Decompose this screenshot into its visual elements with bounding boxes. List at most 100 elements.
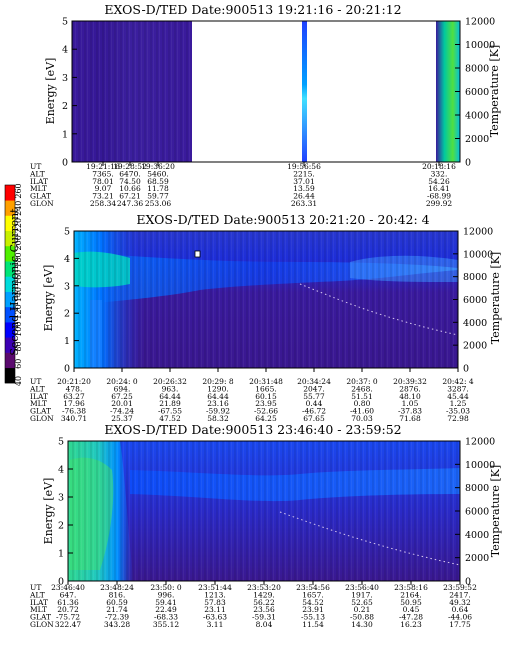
orbit-value: 13.59	[293, 184, 315, 193]
panel-3-plot-area	[67, 440, 461, 582]
colorbar-label: Second Harmonic Current	[8, 208, 21, 356]
orbit-row-label: GLAT	[30, 613, 51, 622]
orbit-value: 1213.	[204, 590, 225, 599]
ytick-label: 5	[62, 17, 68, 28]
colorbar-tick-label: 240	[14, 201, 23, 216]
panel-1: EXOS-D/TED Date:900513 19:21:16 - 20:21:…	[29, 2, 501, 208]
colorbar-tick-label: 140	[14, 287, 23, 302]
ytick-label: 4	[64, 254, 70, 265]
orbit-row-label: ALT	[29, 384, 45, 393]
orbit-value: 20:24: 0	[106, 377, 138, 386]
panel-1-y2ticks: 0 2000 4000 6000 8000 10000 12000	[455, 17, 495, 169]
orbit-value: 23:46:40	[51, 583, 85, 592]
orbit-value: 20:26:32	[153, 377, 187, 386]
orbit-row-label: ALT	[29, 169, 45, 178]
y2tick-label: 10000	[465, 460, 495, 471]
orbit-value: 0.45	[403, 605, 420, 614]
panel-2-y2label: Temperature [K]	[489, 252, 502, 344]
panel-1-data-gap	[192, 21, 436, 162]
colorbar-tick-label: 260	[14, 183, 23, 198]
y2tick-label: 12000	[465, 437, 495, 448]
panel-1-plot-area	[71, 20, 461, 163]
panel-1-spectrogram-spike	[302, 21, 307, 162]
ytick-label: 2	[64, 309, 70, 320]
orbit-value: 1.25	[450, 399, 467, 408]
orbit-value: 61.36	[57, 598, 79, 607]
orbit-value: -44.06	[448, 613, 472, 622]
y2tick-label: 12000	[465, 17, 495, 28]
panel-2: EXOS-D/TED Date:900513 20:21:20 - 20:42:…	[29, 212, 502, 423]
orbit-row-label: ILAT	[30, 177, 48, 186]
ytick-label: 1	[58, 549, 64, 560]
orbit-value: 23:59:52	[443, 583, 477, 592]
orbit-value: 20:37: 0	[346, 377, 378, 386]
ytick-label: 4	[58, 465, 64, 476]
orbit-value: 20:21:20	[57, 377, 91, 386]
colorbar-swatch	[5, 291, 15, 308]
panel-1-y2label: Temperature [K]	[488, 45, 501, 137]
orbit-value: 48.10	[399, 392, 421, 401]
panel-2-y2ticks: 0 2000 4000 6000 8000 10000 12000	[453, 227, 493, 375]
orbit-value: 21.89	[159, 399, 181, 408]
orbit-value: 60.15	[255, 392, 277, 401]
panel-3-temperature-trace	[279, 511, 461, 566]
orbit-value: 54.26	[428, 177, 450, 186]
orbit-value: 72.98	[447, 414, 469, 423]
ytick-label: 0	[62, 158, 68, 169]
orbit-value: 19:36:20	[141, 162, 175, 171]
orbit-value: 20:34:24	[297, 377, 331, 386]
orbit-row-label: MLT	[30, 184, 47, 193]
ytick-label: 2	[58, 521, 64, 532]
colorbar-swatch	[5, 200, 15, 216]
orbit-value: -63.63	[203, 613, 227, 622]
orbit-value: 2468.	[351, 384, 372, 393]
orbit-row-label: GLAT	[30, 407, 51, 416]
orbit-value: 355.12	[153, 620, 179, 629]
colorbar-swatch	[5, 337, 15, 353]
colorbar-frame	[4, 184, 16, 384]
orbit-row-label: GLON	[30, 199, 54, 208]
orbit-value: 1657.	[302, 590, 323, 599]
colorbar-swatch	[5, 215, 15, 231]
ytick-label: 1	[64, 336, 70, 347]
orbit-value: 1.05	[402, 399, 419, 408]
colorbar-swatch	[5, 230, 15, 247]
orbit-value: 11.54	[302, 620, 324, 629]
orbit-row-label: MLT	[30, 605, 47, 614]
colorbar-tick-label: 200	[14, 235, 23, 250]
orbit-value: 1429.	[253, 590, 274, 599]
ytick-label: 0	[58, 577, 64, 588]
orbit-value: 26.44	[293, 192, 315, 201]
orbit-value: 21.74	[106, 605, 128, 614]
orbit-value: 340.71	[61, 414, 87, 423]
orbit-value: 1665.	[255, 384, 276, 393]
orbit-value: 23:54:56	[296, 583, 330, 592]
y2tick-label: 6000	[465, 87, 489, 98]
orbit-value: 1290.	[207, 384, 228, 393]
colorbar-tick-label: 220	[14, 218, 23, 233]
colorbar-swatch	[5, 185, 15, 201]
orbit-value: 2876.	[399, 384, 420, 393]
orbit-value: 54.52	[302, 598, 324, 607]
orbit-value: 23:56:40	[345, 583, 379, 592]
orbit-value: 73.21	[92, 192, 113, 201]
colorbar-swatch	[5, 276, 15, 292]
panel-1-title: EXOS-D/TED Date:900513 19:21:16 - 20:21:…	[104, 2, 401, 17]
orbit-value: 19:56:56	[287, 162, 321, 171]
colorbar-swatch	[5, 306, 15, 323]
orbit-value: 58.32	[207, 414, 229, 423]
y2tick-label: 8000	[465, 64, 489, 75]
orbit-value: 20:18:16	[422, 162, 456, 171]
orbit-value: 7365.	[92, 169, 113, 178]
orbit-value: 10.66	[119, 184, 141, 193]
orbit-value: 17.96	[63, 399, 85, 408]
orbit-value: -41.60	[350, 407, 374, 416]
colorbar: 40 60 80 100 120 140 160 180 200 220 240 260 Second…	[4, 183, 23, 386]
orbit-value: 23.16	[207, 399, 229, 408]
ytick-label: 1	[62, 129, 68, 140]
orbit-value: 6470.	[119, 169, 140, 178]
y2tick-label: 6000	[463, 295, 487, 306]
orbit-value: 23.91	[302, 605, 323, 614]
y2tick-label: 0	[465, 577, 471, 588]
